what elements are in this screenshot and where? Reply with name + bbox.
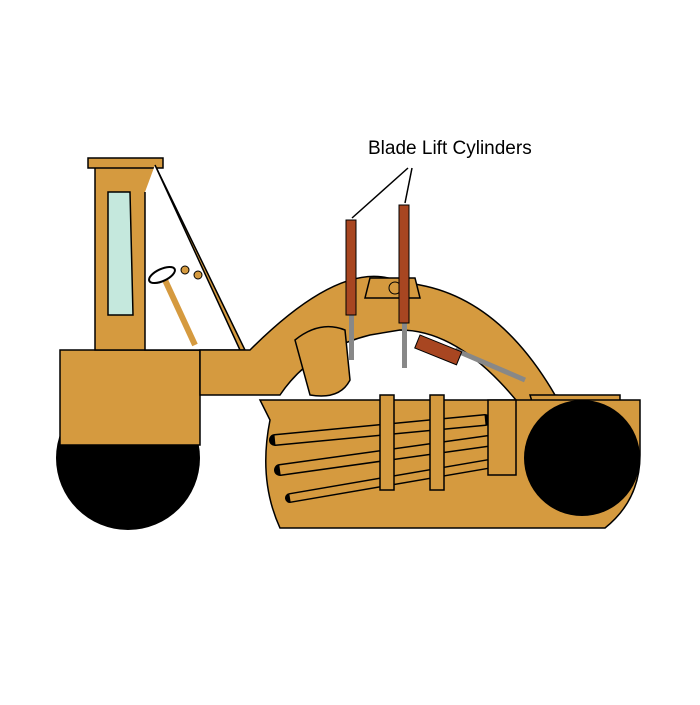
grader-svg	[0, 0, 700, 700]
cylinder-label: Blade Lift Cylinders	[368, 138, 532, 160]
cab-frame	[145, 165, 240, 350]
lift-cylinder-2	[399, 205, 409, 323]
gauge-1	[181, 266, 189, 274]
blade-support-3	[488, 400, 516, 475]
lift-cylinder-rod-2	[402, 318, 407, 368]
cab-roof	[88, 158, 163, 168]
blade-support-2	[430, 395, 444, 490]
lift-cylinder-1	[346, 220, 356, 315]
cab-window	[108, 192, 133, 315]
front-wheel-overlay	[524, 400, 640, 516]
engine-body	[60, 350, 200, 445]
lift-cylinder-rod-1	[349, 310, 354, 360]
blade-support-1	[380, 395, 394, 490]
grader-diagram: Blade Lift Cylinders	[0, 0, 700, 700]
circle-assembly	[295, 327, 350, 396]
callout-line-2	[405, 168, 412, 203]
gauge-2	[194, 271, 202, 279]
